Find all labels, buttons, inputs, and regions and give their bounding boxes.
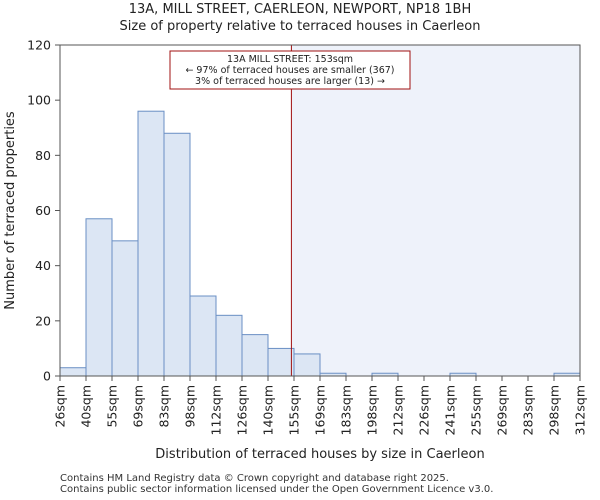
x-tick-label: 169sqm [313,385,328,435]
bar-83sqm [163,132,191,377]
y-axis-label: Number of terraced properties [3,111,18,310]
y-tick-label: 0 [43,369,51,384]
y-tick-label: 100 [27,93,51,108]
x-tick-label: 26sqm [53,385,68,428]
x-tick-label: 112sqm [209,385,224,435]
bar-55sqm [111,240,139,377]
x-tick-label: 255sqm [469,385,484,435]
annotation-line-2: ← 97% of terraced houses are smaller (36… [185,65,394,76]
bar-112sqm [215,314,243,377]
y-tick-label: 40 [35,258,51,273]
x-tick-label: 98sqm [183,385,198,428]
x-tick-label: 298sqm [547,385,562,435]
larger-region-background [291,45,580,376]
y-tick-label: 60 [35,203,51,218]
x-axis-ticks: 26sqm 40sqm 55sqm 69sqm 83sqm 98sqm 112sqm 126s… [53,376,588,435]
footer-copyright: Contains HM Land Registry data © Crown c… [60,473,449,484]
x-tick-label: 140sqm [261,385,276,435]
x-tick-label: 198sqm [365,385,380,435]
x-axis-label: Distribution of terraced houses by size … [155,447,484,462]
bar-155sqm [293,353,321,377]
x-tick-label: 126sqm [235,385,250,435]
annotation-line-1: 13A MILL STREET: 153sqm [227,54,353,65]
x-tick-label: 312sqm [573,385,588,435]
bar-126sqm [241,334,269,377]
y-tick-label: 80 [35,148,51,163]
annotation-frame [169,50,411,90]
x-tick-label: 40sqm [79,385,94,428]
bar-69sqm [137,110,165,377]
bars-group [59,110,581,377]
annotation-box: 13A MILL STREET: 153sqm ← 97% of terrace… [169,50,411,90]
bar-40sqm [85,218,113,377]
y-tick-label: 20 [35,313,51,328]
bar-140sqm [267,347,295,377]
chart-subtitle: Size of property relative to terraced ho… [119,19,481,34]
x-tick-label: 283sqm [521,385,536,435]
bar-26sqm [59,367,87,377]
x-tick-label: 69sqm [131,385,146,428]
chart-title: 13A, MILL STREET, CAERLEON, NEWPORT, NP1… [128,2,472,17]
bar-98sqm [189,295,217,377]
x-tick-label: 183sqm [339,385,354,435]
y-axis-ticks: 0 20 40 60 80 100 120 [27,38,60,384]
annotation-line-3: 3% of terraced houses are larger (13) → [195,76,385,87]
x-tick-label: 83sqm [157,385,172,428]
x-tick-label: 212sqm [391,385,406,435]
y-tick-label: 120 [27,38,51,53]
x-tick-label: 241sqm [443,385,458,435]
x-tick-label: 55sqm [105,385,120,428]
footer-licence: Contains public sector information licen… [60,484,494,495]
x-tick-label: 269sqm [495,385,510,435]
x-tick-label: 226sqm [417,385,432,435]
x-tick-label: 155sqm [287,385,302,435]
